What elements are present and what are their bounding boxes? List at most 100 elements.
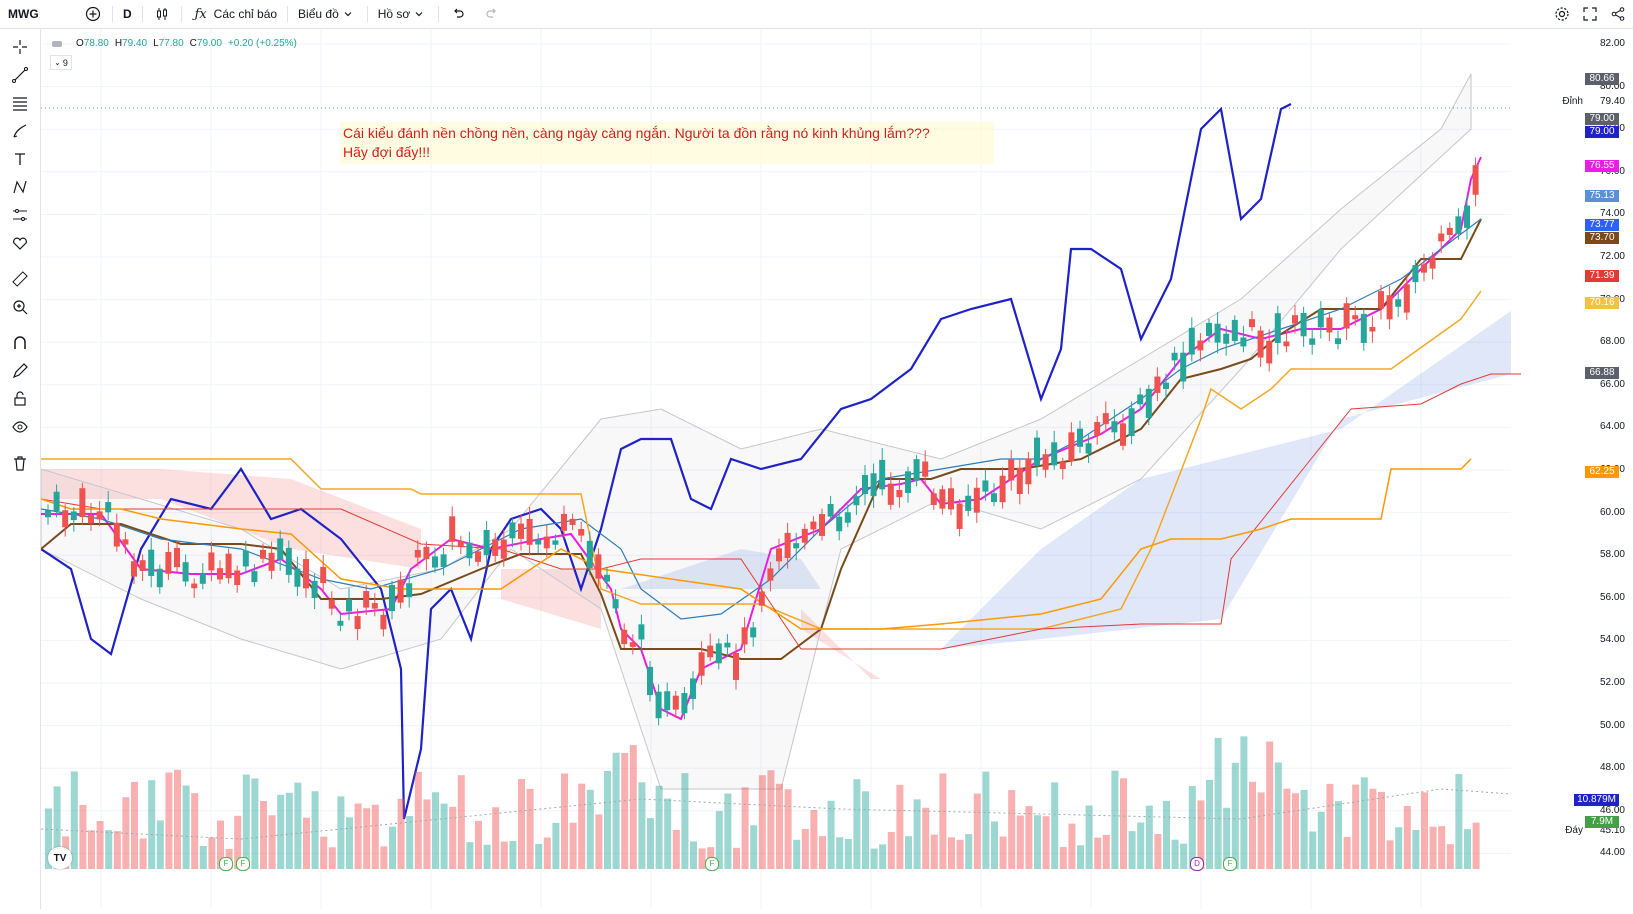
candle-body bbox=[862, 475, 868, 494]
magnet-button[interactable] bbox=[8, 333, 32, 357]
pattern-icon bbox=[11, 178, 29, 201]
price-tick: 82.00 bbox=[1599, 38, 1625, 49]
volume-bar bbox=[303, 817, 310, 869]
volume-bar bbox=[1240, 736, 1248, 869]
candle-body bbox=[939, 489, 946, 509]
candle-body bbox=[801, 528, 808, 543]
event-marker[interactable]: F bbox=[1223, 857, 1237, 871]
volume-bar bbox=[285, 792, 293, 869]
symbol-search[interactable]: MWG bbox=[8, 7, 39, 21]
ruler-button[interactable] bbox=[8, 269, 32, 293]
candle-body bbox=[148, 549, 155, 576]
bollinger-bands bbox=[40, 73, 1472, 790]
brush-button[interactable] bbox=[8, 121, 32, 145]
prediction-button[interactable] bbox=[8, 205, 32, 229]
gear-icon[interactable] bbox=[1553, 5, 1571, 23]
interval-button[interactable]: D bbox=[123, 7, 132, 21]
volume-bar bbox=[1016, 815, 1024, 869]
candle-body bbox=[733, 652, 739, 680]
volume-bar bbox=[1464, 829, 1471, 869]
trendline-button[interactable] bbox=[8, 65, 32, 89]
fullscreen-icon[interactable] bbox=[1581, 5, 1599, 23]
candle-body bbox=[595, 554, 602, 579]
profile-menu-button[interactable]: Hồ sơ bbox=[370, 0, 437, 28]
price-badge: 71.39 bbox=[1585, 270, 1619, 282]
peak-value: 79.40 bbox=[1599, 96, 1625, 107]
volume-bar bbox=[1446, 844, 1454, 869]
remove-drawings-button[interactable] bbox=[8, 453, 32, 477]
candle-body bbox=[698, 652, 705, 676]
volume-bar bbox=[1008, 790, 1016, 869]
candle-body bbox=[1360, 313, 1367, 343]
divider bbox=[287, 6, 289, 22]
volume-bar bbox=[1102, 834, 1110, 869]
peak-label: Đỉnh bbox=[1562, 96, 1583, 107]
volume-bar bbox=[53, 786, 61, 869]
volume-bar bbox=[879, 844, 887, 869]
add-symbol-button[interactable] bbox=[76, 0, 110, 28]
legend-toggle-icon[interactable] bbox=[52, 40, 62, 47]
redo-button[interactable] bbox=[475, 0, 509, 28]
share-icon[interactable] bbox=[1609, 5, 1627, 23]
pencil-lock-icon bbox=[11, 362, 29, 385]
candle-body bbox=[586, 540, 593, 569]
volume-bar bbox=[922, 807, 930, 869]
volume-bar bbox=[182, 785, 190, 869]
profile-menu-label: Hồ sơ bbox=[377, 7, 411, 21]
icons-button[interactable] bbox=[8, 233, 32, 257]
candle-body bbox=[208, 552, 215, 571]
event-marker[interactable]: F bbox=[705, 857, 719, 871]
candle-body bbox=[518, 523, 524, 539]
volume-bar bbox=[896, 784, 904, 869]
candle-body bbox=[647, 666, 653, 696]
candle-body bbox=[457, 540, 464, 548]
candle-body bbox=[1077, 428, 1083, 447]
lock-button[interactable] bbox=[8, 389, 32, 413]
volume-bar bbox=[569, 822, 577, 869]
pattern-button[interactable] bbox=[8, 177, 32, 201]
volume-bar bbox=[1274, 762, 1282, 869]
volume-bar bbox=[604, 771, 611, 869]
price-tick: 72.00 bbox=[1599, 251, 1625, 262]
candle-body bbox=[973, 487, 980, 513]
zoom-button[interactable] bbox=[8, 297, 32, 321]
candle-body bbox=[1429, 257, 1436, 269]
volume-bar bbox=[1378, 791, 1385, 869]
candle-body bbox=[449, 516, 456, 542]
price-badge: 79.00 bbox=[1585, 113, 1619, 125]
event-marker[interactable]: D bbox=[1190, 857, 1204, 871]
candle-body bbox=[113, 522, 120, 547]
fib-button[interactable] bbox=[8, 93, 32, 117]
indicators-collapse-button[interactable]: ⌄ 9 bbox=[50, 55, 72, 70]
volume-bar bbox=[999, 836, 1007, 869]
volume-bar bbox=[346, 817, 353, 869]
candle-body bbox=[956, 503, 963, 529]
event-marker[interactable]: F bbox=[219, 857, 233, 871]
volume-bar bbox=[621, 752, 629, 869]
text-button[interactable] bbox=[8, 149, 32, 173]
visibility-button[interactable] bbox=[8, 417, 32, 441]
crosshair-button[interactable] bbox=[8, 37, 32, 61]
draw-mode-button[interactable] bbox=[8, 361, 32, 385]
indicators-button[interactable]: ƒx Các chỉ báo bbox=[184, 0, 285, 28]
text-annotation[interactable]: Cái kiểu đánh nền chồng nền, càng ngày c… bbox=[340, 122, 994, 164]
change-value: +0.20 (+0.25%) bbox=[227, 38, 297, 49]
volume-bar bbox=[612, 752, 620, 869]
volume-bar bbox=[294, 782, 302, 869]
volume-bar bbox=[552, 822, 560, 869]
candle-body bbox=[879, 459, 886, 490]
candle-body bbox=[500, 539, 507, 559]
chart-pane[interactable] bbox=[40, 29, 1633, 909]
tradingview-logo[interactable]: TV bbox=[48, 847, 72, 869]
volume-bar bbox=[801, 828, 809, 869]
candle-body bbox=[758, 591, 765, 606]
divider bbox=[438, 6, 440, 22]
volume-bar bbox=[251, 778, 259, 869]
candle-body bbox=[294, 568, 301, 587]
volume-bar bbox=[354, 803, 362, 869]
event-marker[interactable]: F bbox=[236, 857, 250, 871]
chart-type-button[interactable] bbox=[145, 0, 179, 28]
chart-menu-button[interactable]: Biểu đồ bbox=[290, 0, 365, 28]
candle-body bbox=[922, 461, 929, 477]
undo-button[interactable] bbox=[441, 0, 475, 28]
